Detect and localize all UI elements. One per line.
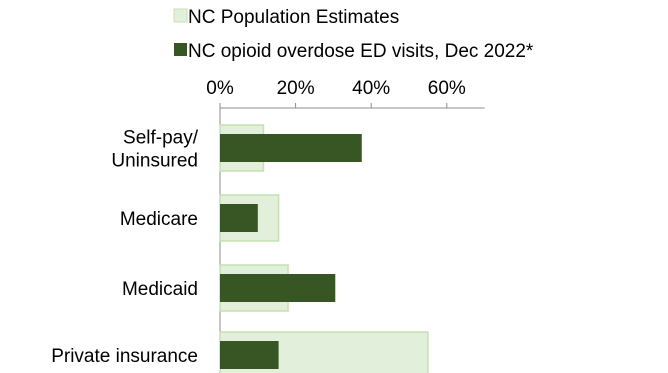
bar-ed-visits [220, 341, 279, 369]
legend-swatch-population [173, 8, 188, 23]
category-label: Private insurance [51, 346, 198, 367]
x-tick-label: 20% [277, 78, 315, 99]
legend-swatch-ed-visits [174, 43, 187, 56]
bar-ed-visits [220, 274, 336, 302]
legend: NC Population Estimates NC opioid overdo… [173, 7, 534, 62]
x-tick-label: 60% [428, 78, 466, 99]
x-tick-label: 40% [352, 78, 390, 99]
legend-label-ed-visits: NC opioid overdose ED visits, Dec 2022* [188, 41, 534, 62]
bar-ed-visits [220, 134, 362, 162]
category-label: Uninsured [111, 151, 198, 172]
category-label: Medicare [120, 209, 198, 230]
legend-label-population: NC Population Estimates [188, 7, 399, 28]
bar-ed-visits [220, 204, 258, 232]
x-axis: 0% 20% 40% 60% [206, 78, 485, 362]
bars [219, 124, 429, 373]
x-tick-label: 0% [206, 78, 234, 99]
category-labels: Self-pay/Uninsured Medicare Medicaid Privat… [51, 128, 199, 368]
category-label: Medicaid [122, 279, 198, 300]
category-label: Self-pay/ [123, 128, 199, 149]
